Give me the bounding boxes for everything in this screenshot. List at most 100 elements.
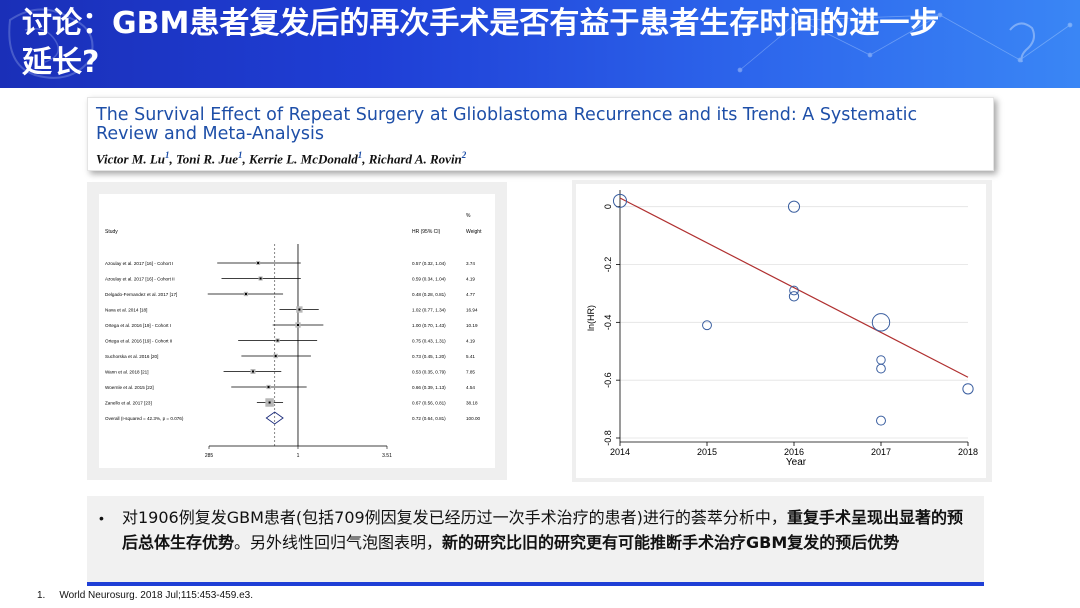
forest-point (274, 355, 277, 357)
bubble-point (871, 313, 891, 332)
forest-plot: Study HR (95% CI) % Weight 285 1 3.51 Azoul… (99, 194, 495, 468)
author: Victor M. Lu (96, 151, 165, 167)
summary-part-2: 。另外线性回归气泡图表明， (234, 533, 443, 552)
author: Toni R. Jue (176, 151, 239, 167)
forest-study-label: Woernle et al. 2015 [22] (105, 385, 154, 390)
forest-tick-label: 285 (205, 453, 214, 459)
forest-weight-text: 3.74 (466, 261, 475, 266)
footnote: 1. World Neurosurg. 2018 Jul;115:453-459.… (37, 590, 267, 601)
forest-hr-text: 0.48 (0.28, 0.81) (412, 292, 446, 297)
forest-tick-label: 3.51 (382, 453, 392, 459)
forest-weight-text: 38.18 (466, 401, 478, 406)
bullet-icon: • (99, 510, 104, 526)
forest-hr-text: 1.02 (0.77, 1.34) (412, 308, 446, 313)
forest-hr-text: 1.00 (0.70, 1.43) (412, 323, 446, 328)
forest-header-study: Study (105, 229, 118, 235)
forest-hr-text: 0.57 (0.32, 1.04) (412, 261, 446, 266)
bubble-point (876, 415, 886, 426)
slide-title: 讨论：GBM患者复发后的再次手术是否有益于患者生存时间的进一步延长? (22, 6, 940, 80)
forest-study-label: Zanello et al. 2017 [23] (105, 401, 152, 406)
bubble-y-tick-label: -0.2 (603, 257, 613, 273)
brain-decor-icon (8, 8, 94, 79)
bubble-x-tick-label: 2014 (610, 447, 630, 457)
bubble-x-tick-label: 2017 (871, 447, 891, 457)
forest-hr-text: 0.59 (0.34, 1.04) (412, 277, 446, 282)
bubble-point (787, 200, 801, 213)
bubble-point (702, 320, 712, 331)
forest-weight-text: 4.54 (466, 385, 475, 390)
forest-hr-text: 0.75 (0.43, 1.31) (412, 339, 446, 344)
bubble-y-tick-label: -0.4 (603, 315, 613, 331)
bubble-y-tick-label: 0 (603, 204, 613, 209)
y-axis-label: ln(HR) (586, 305, 596, 331)
summary-text: 对1906例复发GBM患者(包括709例因复发已经历过一次手术治疗的患者)进行的… (122, 505, 974, 555)
forest-hr-text: 0.73 (0.45, 1.20) (412, 354, 446, 359)
bubble-point (612, 193, 628, 208)
forest-weight-text: 10.19 (466, 323, 478, 328)
forest-weight-text: 16.94 (466, 308, 478, 313)
forest-weight-text: 4.19 (466, 339, 475, 344)
forest-point (296, 324, 299, 326)
forest-tick-label: 1 (297, 453, 300, 459)
author-affiliation: 1 (238, 150, 243, 160)
forest-point (259, 277, 262, 280)
author-affiliation: 2 (461, 150, 467, 160)
forest-point (244, 293, 247, 295)
paper-authors: Victor M. Lu1, Toni R. Jue1, Kerrie L. M… (96, 150, 467, 167)
forest-weight-text: 4.19 (466, 277, 475, 282)
forest-plot-panel: Study HR (95% CI) % Weight 285 1 3.51 Azoul… (87, 182, 507, 480)
forest-study-label: Delgado-Fernandez et al. 2017 [17] (105, 292, 177, 297)
summary-box: • 对1906例复发GBM患者(包括709例因复发已经历过一次手术治疗的患者)进… (87, 496, 984, 586)
forest-overall-hr-text: 0.72 (0.64, 0.81) (412, 416, 446, 421)
forest-header-weight-pct: % (466, 213, 471, 219)
footnote-number: 1. (37, 590, 46, 601)
forest-point (257, 262, 260, 264)
forest-study-label: Ortega et al. 2016 [19] - Cohort II (105, 339, 172, 344)
forest-weight-text: 5.41 (466, 354, 475, 359)
forest-weight-text: 7.85 (466, 370, 475, 375)
bubble-x-tick-label: 2016 (784, 447, 804, 457)
bubble-y-tick-label: -0.8 (603, 430, 613, 446)
summary-bold-1: 重复手术呈现出显著的预后总体生存优势 (122, 508, 963, 552)
forest-overall-label: Overall (I-squared = 42.3%, p = 0.076) (105, 416, 184, 421)
x-axis-label: Year (786, 457, 807, 468)
forest-study-label: Azoulay et al. 2017 [16] - Cohort II (105, 277, 175, 282)
forest-header-hr: HR (95% CI) (412, 229, 441, 235)
forest-study-label: Azoulay et al. 2017 [16] - Cohort I (105, 261, 173, 266)
bubble-point (876, 363, 886, 374)
forest-weight-text: 4.77 (466, 292, 475, 297)
forest-point (276, 339, 279, 342)
bubble-point (962, 383, 974, 395)
footnote-text: World Neurosurg. 2018 Jul;115:453-459.e3… (59, 590, 253, 601)
header-banner: 讨论：GBM患者复发后的再次手术是否有益于患者生存时间的进一步延长? (0, 0, 1080, 88)
forest-study-label: Nava et al. 2014 [18] (105, 308, 147, 313)
forest-hr-text: 0.66 (0.39, 1.13) (412, 385, 446, 390)
forest-overall-diamond (265, 411, 284, 425)
bubble-x-tick-label: 2018 (958, 447, 978, 457)
bubble-y-tick-label: -0.6 (603, 372, 613, 388)
forest-point (267, 386, 270, 388)
bubble-point (788, 291, 800, 302)
bubble-point (789, 285, 799, 296)
forest-study-label: Ortega et al. 2016 [19] - Cohort I (105, 323, 171, 328)
bubble-x-tick-label: 2015 (697, 447, 717, 457)
author: Richard A. Rovin (368, 151, 462, 167)
forest-overall-weight-text: 100.00 (466, 416, 480, 421)
bubble-plot-panel: 0 -0.2 -0.4 -0.6 -0.8 2014 2015 2016 2017 2018 Ye… (572, 180, 992, 482)
bubble-trend-line (619, 197, 969, 378)
author-affiliation: 1 (165, 150, 170, 160)
author: Kerrie L. McDonald (249, 151, 358, 167)
summary-bold-2: 新的研究比旧的研究更有可能推断手术治疗GBM复发的预后优势 (442, 533, 900, 552)
summary-part-1: 对1906例复发GBM患者(包括709例因复发已经历过一次手术治疗的患者)进行的… (122, 508, 787, 527)
forest-header-weight: Weight (466, 229, 482, 235)
forest-study-label: Wann et al. 2018 [21] (105, 370, 149, 375)
forest-study-label: Suchorska et al. 2016 [20] (105, 354, 158, 359)
paper-citation-card: The Survival Effect of Repeat Surgery at… (87, 97, 994, 171)
forest-point (298, 308, 301, 311)
author-affiliation: 1 (357, 150, 363, 160)
forest-point (251, 370, 254, 373)
network-decor-icon (737, 12, 1073, 73)
paper-title: The Survival Effect of Repeat Surgery at… (96, 105, 918, 144)
forest-hr-text: 0.53 (0.35, 0.79) (412, 370, 446, 375)
